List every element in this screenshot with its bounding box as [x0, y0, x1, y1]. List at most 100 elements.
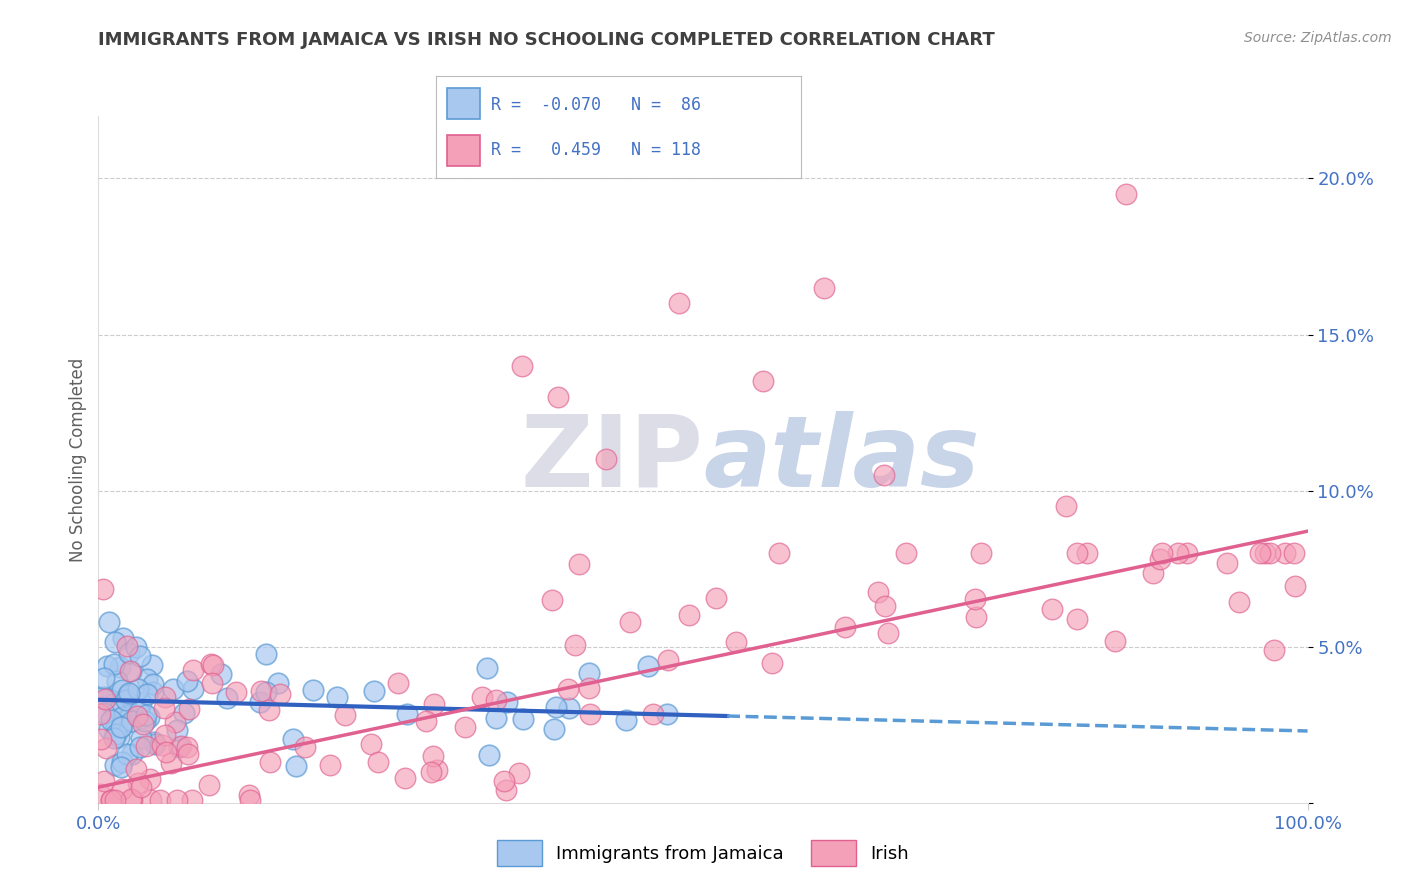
- Point: [544, 700, 567, 714]
- Point: [360, 737, 382, 751]
- Point: [160, 756, 183, 770]
- Point: [117, 686, 139, 700]
- Point: [120, 706, 142, 721]
- Point: [1216, 556, 1239, 570]
- Point: [1076, 546, 1098, 560]
- FancyBboxPatch shape: [447, 88, 479, 119]
- Point: [115, 692, 138, 706]
- Point: [259, 755, 281, 769]
- Point: [494, 774, 516, 789]
- Point: [269, 687, 291, 701]
- Point: [91, 690, 114, 705]
- Point: [142, 677, 165, 691]
- Point: [120, 665, 142, 679]
- Point: [135, 707, 157, 722]
- Point: [96, 690, 118, 705]
- Point: [111, 710, 134, 724]
- Point: [510, 359, 533, 373]
- Point: [89, 787, 111, 801]
- Point: [217, 690, 239, 705]
- Point: [512, 712, 534, 726]
- Point: [578, 666, 600, 681]
- Point: [103, 657, 125, 672]
- Point: [197, 778, 219, 792]
- Point: [873, 599, 896, 613]
- Point: [294, 740, 316, 755]
- Point: [238, 789, 260, 803]
- Point: [125, 640, 148, 655]
- Point: [100, 793, 122, 806]
- Text: Source: ZipAtlas.com: Source: ZipAtlas.com: [1244, 31, 1392, 45]
- Point: [1066, 546, 1088, 560]
- Point: [100, 793, 122, 806]
- Point: [254, 648, 277, 662]
- Point: [704, 591, 727, 606]
- Point: [595, 452, 617, 467]
- Point: [128, 739, 150, 754]
- Point: [101, 700, 124, 714]
- Point: [120, 664, 142, 678]
- Point: [678, 607, 700, 622]
- Point: [1142, 566, 1164, 580]
- Point: [283, 731, 305, 746]
- Point: [98, 723, 121, 737]
- Point: [1274, 546, 1296, 560]
- Point: [167, 740, 190, 755]
- Point: [181, 682, 204, 697]
- Point: [105, 719, 128, 733]
- Point: [540, 593, 562, 607]
- Point: [104, 758, 127, 772]
- Point: [141, 793, 163, 806]
- Point: [1258, 546, 1281, 560]
- Point: [108, 660, 131, 674]
- Point: [1115, 187, 1137, 202]
- Point: [129, 780, 152, 794]
- Point: [93, 671, 115, 685]
- Point: [568, 557, 591, 571]
- Point: [121, 793, 143, 806]
- Point: [752, 375, 775, 389]
- Point: [127, 708, 149, 723]
- Point: [1104, 633, 1126, 648]
- Point: [94, 692, 117, 706]
- Point: [419, 764, 441, 779]
- Point: [89, 706, 111, 721]
- Point: [143, 737, 166, 751]
- Point: [1284, 578, 1306, 592]
- Point: [1249, 546, 1271, 560]
- Point: [657, 653, 679, 667]
- Point: [183, 663, 205, 677]
- Point: [422, 698, 444, 712]
- Point: [111, 719, 134, 733]
- Point: [302, 682, 325, 697]
- Point: [162, 681, 184, 696]
- Point: [425, 763, 447, 777]
- Point: [200, 657, 222, 672]
- Point: [90, 732, 112, 747]
- Point: [118, 646, 141, 660]
- FancyBboxPatch shape: [447, 136, 479, 166]
- Text: IMMIGRANTS FROM JAMAICA VS IRISH NO SCHOOLING COMPLETED CORRELATION CHART: IMMIGRANTS FROM JAMAICA VS IRISH NO SCHO…: [98, 31, 995, 49]
- Point: [363, 684, 385, 698]
- Point: [120, 791, 142, 805]
- Point: [152, 738, 174, 752]
- Point: [96, 741, 118, 756]
- Point: [668, 296, 690, 310]
- Point: [641, 707, 664, 722]
- Point: [761, 657, 783, 671]
- Point: [142, 735, 165, 749]
- Point: [1227, 595, 1250, 609]
- Point: [93, 706, 115, 721]
- Point: [543, 722, 565, 736]
- Point: [115, 639, 138, 653]
- Point: [257, 702, 280, 716]
- Point: [202, 657, 225, 672]
- Point: [134, 714, 156, 728]
- Point: [90, 690, 112, 705]
- Text: R =   0.459   N = 118: R = 0.459 N = 118: [491, 141, 700, 159]
- Point: [557, 682, 579, 697]
- Point: [115, 706, 138, 721]
- Point: [478, 747, 501, 762]
- Point: [970, 546, 993, 560]
- Point: [117, 688, 139, 702]
